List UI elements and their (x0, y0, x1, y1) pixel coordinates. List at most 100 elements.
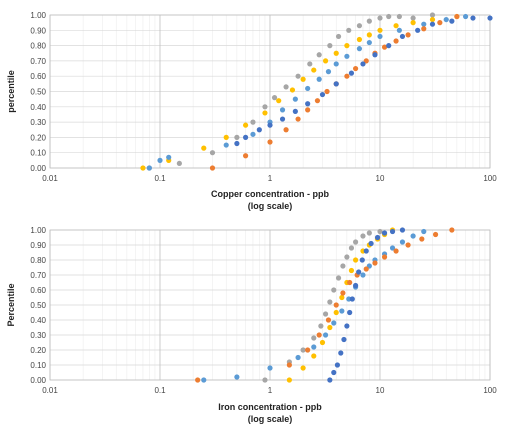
data-point (209, 165, 216, 171)
data-point (338, 350, 344, 356)
data-point (344, 43, 350, 49)
data-point (234, 374, 240, 380)
y-tick-label: 0.80 (30, 42, 46, 51)
y-tick-label: 0.10 (30, 149, 46, 158)
data-point (386, 13, 392, 20)
data-point (377, 15, 383, 21)
data-point (340, 263, 346, 269)
data-point (250, 119, 256, 125)
data-point (346, 27, 352, 33)
y-tick-label: 0.70 (30, 271, 46, 280)
x-tick-label: 0.1 (154, 174, 166, 183)
series-2 (146, 13, 469, 171)
data-point (396, 27, 402, 33)
data-point (381, 230, 388, 236)
series-1 (286, 227, 396, 383)
x-tick-label: 0.1 (154, 386, 166, 395)
data-point (366, 39, 372, 46)
data-point (341, 336, 347, 343)
data-point (300, 365, 306, 371)
data-point (335, 275, 342, 281)
data-point (327, 377, 333, 383)
data-point (366, 18, 372, 24)
data-point (256, 127, 262, 133)
y-tick-label: 0.90 (30, 26, 46, 35)
data-point (331, 369, 337, 376)
plot-area (49, 229, 491, 381)
data-point (157, 157, 163, 163)
data-point (429, 12, 436, 18)
data-point (305, 347, 311, 353)
data-point (331, 287, 337, 293)
x-tick-label: 1 (268, 386, 273, 395)
x-axis-sublabel: (log scale) (248, 414, 293, 424)
data-point (366, 32, 372, 38)
data-point (322, 332, 329, 338)
data-point (352, 282, 359, 289)
y-tick-label: 0.50 (30, 88, 46, 97)
data-point (344, 53, 350, 59)
data-point (363, 266, 369, 272)
y-axis-label: Percentile (6, 283, 16, 326)
data-point (316, 332, 322, 338)
data-point (140, 165, 146, 171)
data-point (331, 320, 337, 326)
data-point (410, 233, 416, 239)
data-point (324, 88, 330, 95)
data-point (405, 32, 411, 38)
data-point (242, 122, 249, 128)
data-point (335, 33, 342, 40)
data-point (311, 335, 317, 341)
y-tick-label: 0.50 (30, 301, 46, 310)
y-tick-label: 0.70 (30, 57, 46, 66)
data-point (286, 377, 292, 383)
data-point (356, 269, 362, 275)
data-point (377, 228, 383, 235)
data-point (327, 299, 333, 305)
data-point (176, 160, 182, 167)
data-point (421, 26, 427, 32)
y-tick-label: 0.00 (30, 164, 46, 173)
y-tick-label: 0.40 (30, 316, 46, 325)
data-point (234, 140, 240, 147)
data-point (410, 15, 416, 21)
series-3 (195, 227, 455, 383)
data-point (429, 21, 436, 27)
data-point (352, 65, 359, 72)
data-point (347, 309, 353, 316)
y-tick-label: 0.30 (30, 118, 46, 127)
data-point (289, 87, 296, 93)
y-tick-label: 0.20 (30, 346, 46, 355)
data-point (283, 127, 289, 133)
data-point (356, 46, 363, 52)
data-point (305, 85, 311, 92)
data-point (340, 290, 346, 296)
x-tick-label: 100 (483, 386, 497, 395)
data-point (267, 365, 273, 371)
data-point (372, 260, 378, 266)
data-point (339, 308, 345, 314)
data-point (359, 257, 365, 263)
data-point (449, 227, 455, 233)
data-point (372, 52, 378, 58)
data-point (352, 239, 359, 245)
data-point (279, 107, 286, 113)
data-point (386, 43, 392, 49)
data-point (271, 95, 278, 101)
data-point (360, 61, 366, 67)
y-tick-label: 0.90 (30, 241, 46, 250)
data-point (295, 354, 301, 361)
data-point (333, 302, 339, 308)
data-point (333, 309, 339, 316)
y-tick-label: 0.80 (30, 256, 46, 265)
x-tick-label: 100 (483, 174, 497, 183)
data-point (166, 154, 172, 160)
data-point (333, 50, 339, 56)
iron-chart: 0.00 0.10 0.20 0.30 0.40 0.50 0.60 0.70 0.80 0.90… (6, 226, 497, 424)
series-4 (327, 227, 406, 383)
data-point (276, 98, 282, 104)
data-point (325, 317, 332, 323)
data-point (421, 228, 427, 235)
x-tick-label: 10 (376, 386, 385, 395)
